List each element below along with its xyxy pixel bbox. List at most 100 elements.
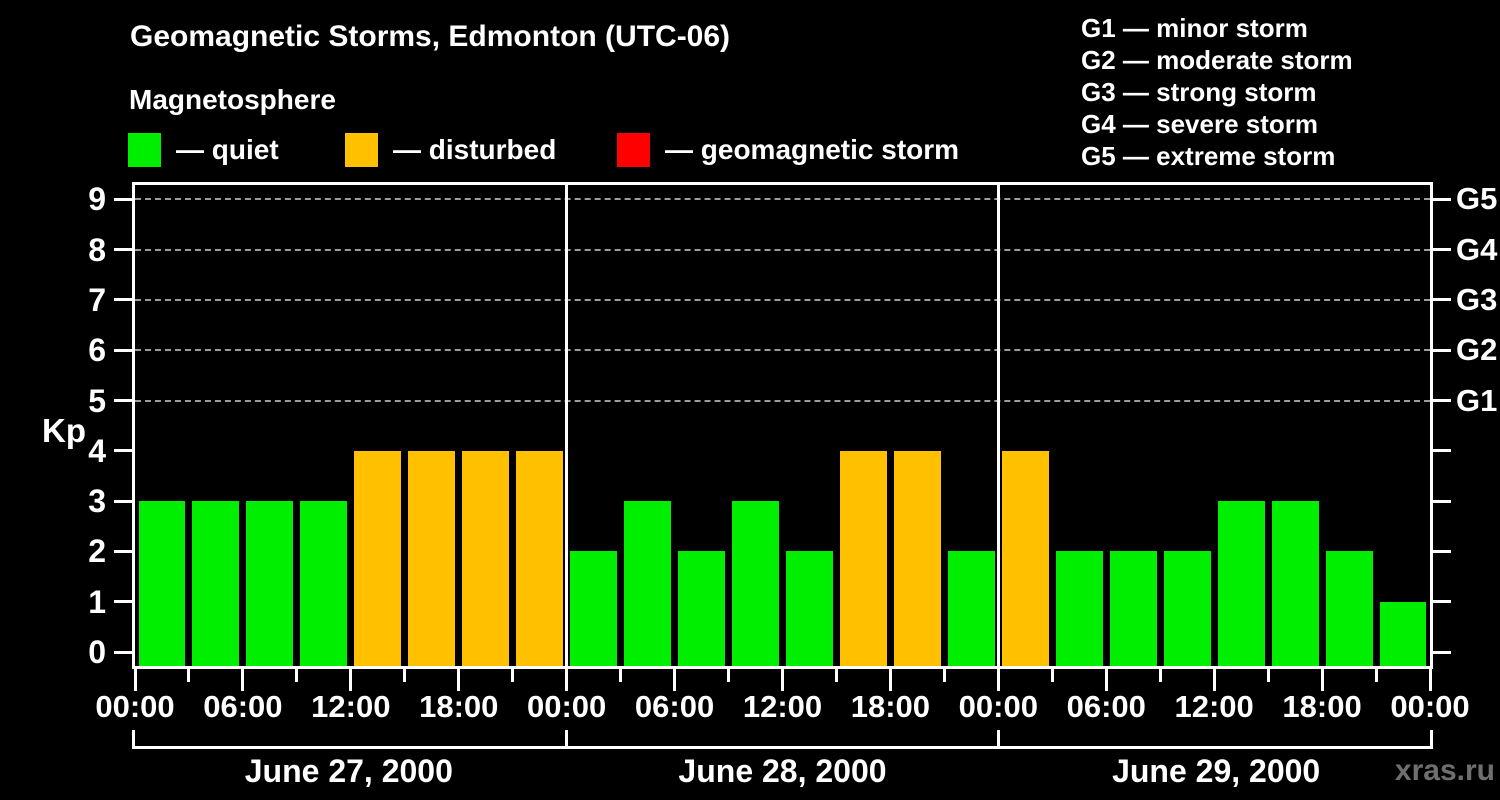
y-axis-tick xyxy=(114,399,132,402)
kp-bar xyxy=(246,501,294,666)
storm-scale-legend: G1 — minor storm G2 — moderate storm G3 — … xyxy=(1081,12,1353,172)
x-axis-major-tick xyxy=(996,669,1000,691)
g-level-axis-label: G3 xyxy=(1456,281,1498,317)
kp-bar xyxy=(138,501,186,666)
y-axis-tick-right xyxy=(1433,650,1451,654)
x-axis-major-tick xyxy=(349,669,353,691)
storm-swatch xyxy=(617,133,650,167)
y-axis-tick xyxy=(114,499,132,503)
x-axis-minor-tick xyxy=(1374,669,1378,682)
gridline-kp5 xyxy=(135,399,1430,402)
gridline-kp7 xyxy=(135,298,1430,301)
x-axis-major-tick xyxy=(1212,669,1216,691)
y-axis-label: 1 xyxy=(88,583,106,620)
date-bracket-tick xyxy=(132,730,135,746)
day-separator xyxy=(565,185,569,666)
date-label: June 27, 2000 xyxy=(244,753,453,789)
x-axis-label: 12:00 xyxy=(1174,689,1254,724)
magnetosphere-label: Magnetosphere xyxy=(129,84,336,115)
x-axis-major-tick xyxy=(1320,669,1324,691)
x-axis-minor-tick xyxy=(1266,669,1270,682)
y-axis-tick-right xyxy=(1433,600,1451,604)
x-axis-minor-tick xyxy=(619,669,623,682)
legend-item-storm: — geomagnetic storm xyxy=(617,132,959,168)
kp-bar xyxy=(1109,551,1157,666)
x-axis-minor-tick xyxy=(1158,669,1162,682)
x-axis-minor-tick xyxy=(834,669,838,682)
x-axis-minor-tick xyxy=(942,669,946,682)
x-axis-label: 00:00 xyxy=(958,689,1038,724)
x-axis-minor-tick xyxy=(295,669,299,682)
g-level-axis-label: G2 xyxy=(1456,332,1498,368)
kp-bar xyxy=(624,501,672,666)
x-axis-label: 00:00 xyxy=(1390,689,1470,724)
y-axis-tick-right xyxy=(1433,549,1451,553)
x-axis-minor-tick xyxy=(403,669,407,682)
kp-bar xyxy=(1271,501,1319,666)
x-axis-major-tick xyxy=(241,669,245,691)
date-bracket-line xyxy=(132,746,1433,749)
kp-bar xyxy=(732,501,779,666)
date-bracket-tick xyxy=(997,730,1001,746)
storm-scale-item-g5: G5 — extreme storm xyxy=(1081,141,1336,171)
g-level-axis-label: G1 xyxy=(1456,382,1498,418)
date-label: June 29, 2000 xyxy=(1112,753,1321,789)
legend-item-label: — quiet xyxy=(176,134,279,165)
y-axis-tick-right xyxy=(1433,449,1451,453)
x-axis-label: 12:00 xyxy=(311,689,391,724)
page-title: Geomagnetic Storms, Edmonton (UTC-06) xyxy=(130,20,731,53)
kp-bar xyxy=(1325,551,1373,666)
storm-scale-item-g3: G3 — strong storm xyxy=(1081,77,1317,107)
gridline-kp6 xyxy=(135,349,1430,352)
kp-bar xyxy=(786,551,833,666)
x-axis-major-tick xyxy=(565,669,569,691)
x-axis-major-tick xyxy=(133,669,137,691)
x-axis-label: 00:00 xyxy=(527,689,607,724)
quiet-swatch xyxy=(128,133,161,167)
plot-area xyxy=(132,182,1433,669)
watermark: xras.ru xyxy=(1394,754,1495,787)
x-axis-minor-tick xyxy=(727,669,731,682)
kp-bar xyxy=(678,551,726,666)
x-axis-major-tick xyxy=(457,669,461,691)
kp-bar xyxy=(839,450,887,666)
x-axis-label: 06:00 xyxy=(634,689,715,724)
x-axis-label: 00:00 xyxy=(95,689,175,724)
kp-bar xyxy=(1001,450,1049,666)
kp-bar xyxy=(947,551,995,666)
y-axis-label: 5 xyxy=(88,382,106,419)
x-axis-minor-tick xyxy=(1050,669,1054,682)
g-level-axis-label: G5 xyxy=(1456,181,1498,217)
x-axis-minor-tick xyxy=(187,669,191,682)
x-axis-label: 18:00 xyxy=(1282,689,1362,724)
kp-bar xyxy=(1379,601,1427,666)
y-axis-tick-right xyxy=(1433,399,1451,402)
y-axis-tick xyxy=(114,298,132,302)
g-level-axis-label: G4 xyxy=(1456,231,1498,267)
legend-item-disturbed: — disturbed xyxy=(345,132,556,168)
y-axis-label: 8 xyxy=(88,231,106,268)
storm-scale-item-g2: G2 — moderate storm xyxy=(1081,45,1353,75)
y-axis-label: 6 xyxy=(88,332,106,369)
kp-bar xyxy=(192,501,240,666)
x-axis-label: 12:00 xyxy=(742,689,823,724)
kp-bar xyxy=(1055,551,1103,666)
x-axis-label: 18:00 xyxy=(850,689,931,724)
y-axis-tick-right xyxy=(1433,499,1451,503)
y-axis-tick xyxy=(114,650,132,654)
y-axis-label: 4 xyxy=(88,432,106,469)
kp-bar xyxy=(516,450,564,666)
kp-bar xyxy=(354,450,402,666)
legend-item-quiet: — quiet xyxy=(128,132,279,168)
y-axis-tick-right xyxy=(1433,298,1451,302)
y-axis-tick-right xyxy=(1433,248,1451,252)
y-axis-label: 9 xyxy=(88,181,106,218)
legend-item-label: — disturbed xyxy=(393,134,557,165)
x-axis-label: 18:00 xyxy=(419,689,499,724)
x-axis-label: 06:00 xyxy=(203,689,283,724)
y-axis-tick-right xyxy=(1433,348,1451,352)
kp-bar xyxy=(462,450,510,666)
kp-bar xyxy=(1163,551,1211,666)
kp-bar xyxy=(893,450,941,666)
x-axis-major-tick xyxy=(888,669,892,691)
